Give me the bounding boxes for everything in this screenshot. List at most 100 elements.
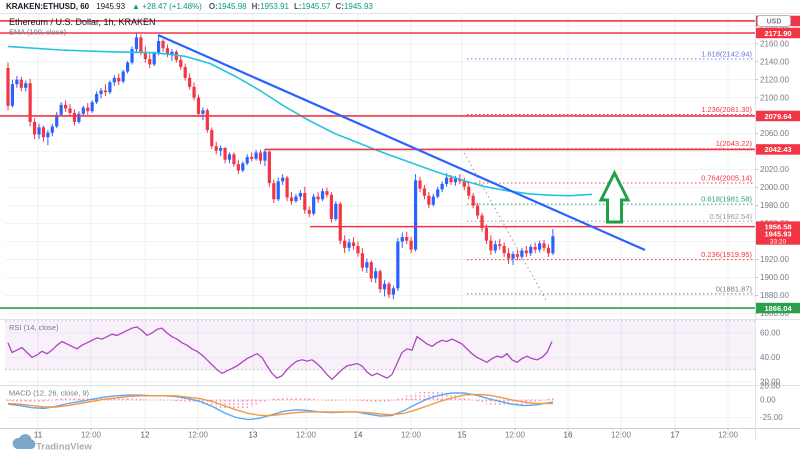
- price-tick-label: 2000.00: [760, 183, 789, 192]
- time-tick-label: 15: [458, 431, 467, 440]
- currency-button-label: USD: [767, 18, 782, 25]
- candle-body: [303, 192, 307, 211]
- price-tick-label: 2020.00: [760, 165, 789, 174]
- alert-price-label: [756, 221, 800, 232]
- candle-body: [449, 177, 453, 183]
- symbol-name[interactable]: KRAKEN:ETHUSD, 60: [6, 2, 90, 11]
- trend-line[interactable]: [157, 33, 646, 252]
- candle-body: [201, 110, 205, 114]
- candle-body: [334, 203, 338, 220]
- chart-legend-title[interactable]: Ethereum / U.S. Dollar, 1h, KRAKEN: [9, 17, 156, 27]
- candle-body: [529, 246, 533, 254]
- candle-body: [511, 254, 515, 259]
- candle-body: [400, 237, 404, 242]
- candle-body: [19, 79, 23, 88]
- candle-body: [232, 154, 236, 165]
- candle-body: [538, 243, 542, 250]
- candle-body: [506, 253, 511, 259]
- time-tick-label: 13: [249, 431, 258, 440]
- candle-body: [77, 113, 81, 122]
- change-value: +28.47 (+1.48%): [142, 2, 202, 11]
- time-tick-label: 12:00: [188, 431, 209, 440]
- fib-retracement[interactable]: 1.618(2142.94) 1.236(2081.30) 1(2043.22) 0.…: [461, 50, 753, 301]
- candle-body: [86, 107, 90, 112]
- alert-price-label: [756, 302, 800, 314]
- drawings-layer[interactable]: [157, 33, 646, 252]
- candle-body: [484, 228, 489, 241]
- rsi-tick-label: 20.00: [760, 377, 781, 386]
- candle-body: [112, 77, 116, 83]
- alert-price-label-text: 2079.64: [764, 112, 792, 121]
- candle-body: [179, 59, 183, 68]
- candle-body: [272, 183, 276, 200]
- candle-body: [312, 196, 316, 214]
- candle-body: [391, 288, 396, 295]
- candle-body: [316, 196, 320, 200]
- candle-body: [139, 37, 143, 52]
- candle-body: [117, 77, 121, 82]
- candle-body: [90, 102, 94, 112]
- candle-body: [351, 242, 356, 247]
- candle-body: [427, 195, 431, 205]
- alert-lines-layer[interactable]: [0, 20, 755, 309]
- price-tick-label: 1980.00: [760, 201, 789, 210]
- ema-legend[interactable]: EMA (100, close): [9, 28, 67, 37]
- candle-body: [258, 152, 263, 161]
- macd-signal-line: [7, 393, 553, 417]
- candle-body: [72, 112, 77, 122]
- candle-body: [219, 148, 223, 151]
- candle-body: [475, 205, 480, 216]
- alert-price-label-text: 2171.90: [764, 29, 791, 38]
- fib-connector-line[interactable]: [461, 148, 547, 301]
- candle-body: [409, 240, 413, 250]
- candle-body: [298, 192, 302, 197]
- time-tick-label: 16: [564, 431, 573, 440]
- fib-level-label: 0.5(1962.54): [709, 212, 752, 221]
- up-arrow-annotation[interactable]: [598, 169, 631, 224]
- alert-price-label-text: 2042.43: [764, 145, 791, 154]
- candle-body: [374, 271, 378, 279]
- candle-body: [413, 180, 418, 250]
- fib-level-label: 0.236(1919.95): [701, 250, 752, 259]
- candle-body: [480, 215, 484, 229]
- price-tick-label: 1860.00: [760, 309, 789, 318]
- candle-body: [502, 246, 506, 254]
- ema-curve: [7, 45, 593, 197]
- candle-body: [294, 196, 298, 202]
- macd-legend[interactable]: MACD (12, 26, close, 9): [9, 389, 90, 398]
- time-tick-label: 17: [671, 431, 680, 440]
- time-tick-label: 12:00: [296, 431, 317, 440]
- candle-body: [387, 283, 391, 295]
- candle-body: [192, 86, 196, 98]
- candle-body: [37, 127, 41, 135]
- tradingview-logo[interactable]: TradingView: [12, 434, 93, 450]
- macd-tick-label: 20.00: [760, 382, 781, 391]
- candle-body: [533, 246, 537, 250]
- candle-body: [405, 237, 409, 241]
- rsi-tick-label: 60.00: [760, 329, 781, 338]
- rsi-legend[interactable]: RSI (14, close): [9, 323, 59, 332]
- ohlc-readout: O:1945.98 H:1953.91 L:1945.57 C:1945.93: [209, 2, 373, 11]
- low-readout: L:1945.57: [294, 2, 331, 11]
- candle-body: [126, 62, 130, 72]
- candle-body: [343, 240, 347, 248]
- cloud-icon: [12, 434, 36, 449]
- alert-price-label: [756, 144, 800, 155]
- candle-body: [55, 114, 59, 127]
- macd-tick-label: 0.00: [760, 396, 776, 405]
- time-tick-label: 14: [354, 431, 363, 440]
- candle-body: [81, 107, 85, 114]
- candle-body: [276, 181, 280, 200]
- candle-body: [188, 77, 192, 87]
- candle-body: [338, 203, 342, 241]
- fib-level-label: 0.618(1981.58): [701, 195, 752, 204]
- price-tick-label: 2160.00: [760, 39, 789, 48]
- candle-body: [493, 244, 497, 251]
- candle-body: [444, 177, 449, 184]
- currency-button[interactable]: USD: [757, 15, 791, 27]
- candle-body: [440, 183, 444, 190]
- candle-body: [205, 110, 209, 131]
- candle-body: [546, 247, 551, 254]
